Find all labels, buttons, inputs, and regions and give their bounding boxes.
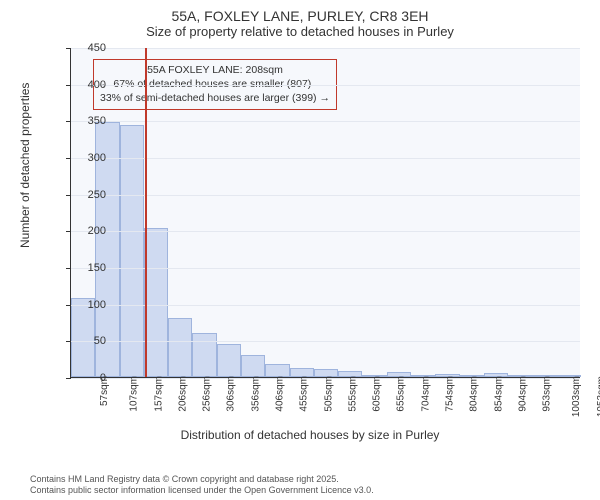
- gridline: [71, 158, 580, 159]
- x-tick-label: 555sqm: [347, 376, 358, 412]
- y-tick-label: 400: [76, 79, 106, 91]
- x-tick-label: 1003sqm: [572, 376, 583, 417]
- y-tick-mark: [66, 378, 71, 379]
- x-tick-label: 455sqm: [299, 376, 310, 412]
- plot-area: 55A FOXLEY LANE: 208sqm ← 67% of detache…: [70, 48, 580, 378]
- histogram-bar: [192, 333, 216, 377]
- y-tick-label: 150: [76, 262, 106, 274]
- y-tick-mark: [66, 158, 71, 159]
- x-tick-label: 306sqm: [226, 376, 237, 412]
- chart-footer: Contains HM Land Registry data © Crown c…: [30, 474, 374, 497]
- annotation-line3: 33% of semi-detached houses are larger (…: [100, 91, 330, 105]
- x-tick-label: 206sqm: [177, 376, 188, 412]
- gridline: [71, 48, 580, 49]
- chart-container: Number of detached properties 55A FOXLEY…: [30, 48, 590, 448]
- gridline: [71, 85, 580, 86]
- histogram-bar: [241, 355, 265, 377]
- y-tick-label: 350: [76, 115, 106, 127]
- histogram-bar: [120, 125, 144, 377]
- y-tick-mark: [66, 231, 71, 232]
- y-tick-mark: [66, 85, 71, 86]
- y-tick-label: 50: [76, 335, 106, 347]
- x-tick-label: 754sqm: [445, 376, 456, 412]
- y-tick-label: 250: [76, 189, 106, 201]
- gridline: [71, 305, 580, 306]
- y-tick-label: 300: [76, 152, 106, 164]
- y-tick-mark: [66, 305, 71, 306]
- chart-title-line2: Size of property relative to detached ho…: [0, 24, 600, 39]
- gridline: [71, 121, 580, 122]
- x-tick-label: 505sqm: [323, 376, 334, 412]
- y-tick-mark: [66, 48, 71, 49]
- x-tick-label: 356sqm: [250, 376, 261, 412]
- x-axis-label: Distribution of detached houses by size …: [30, 428, 590, 442]
- y-axis-label: Number of detached properties: [18, 83, 32, 248]
- x-tick-label: 256sqm: [202, 376, 213, 412]
- gridline: [71, 341, 580, 342]
- chart-title-line1: 55A, FOXLEY LANE, PURLEY, CR8 3EH: [0, 8, 600, 24]
- x-tick-label: 57sqm: [99, 376, 110, 406]
- chart-title-block: 55A, FOXLEY LANE, PURLEY, CR8 3EH Size o…: [0, 0, 600, 39]
- y-tick-mark: [66, 195, 71, 196]
- marker-line: [145, 48, 147, 377]
- gridline: [71, 231, 580, 232]
- x-tick-label: 953sqm: [542, 376, 553, 412]
- histogram-bar: [168, 318, 192, 377]
- x-tick-label: 1053sqm: [596, 376, 600, 417]
- y-tick-mark: [66, 341, 71, 342]
- gridline: [71, 268, 580, 269]
- footer-line2: Contains public sector information licen…: [30, 485, 374, 496]
- y-tick-label: 200: [76, 225, 106, 237]
- x-tick-label: 406sqm: [275, 376, 286, 412]
- x-tick-label: 704sqm: [420, 376, 431, 412]
- x-tick-label: 655sqm: [396, 376, 407, 412]
- gridline: [71, 195, 580, 196]
- x-tick-label: 854sqm: [493, 376, 504, 412]
- x-tick-label: 904sqm: [517, 376, 528, 412]
- y-tick-mark: [66, 268, 71, 269]
- annotation-line1: 55A FOXLEY LANE: 208sqm: [100, 63, 330, 77]
- histogram-bar: [217, 344, 241, 377]
- histogram-bar: [144, 228, 168, 377]
- y-tick-mark: [66, 121, 71, 122]
- x-tick-label: 157sqm: [153, 376, 164, 412]
- x-tick-label: 804sqm: [469, 376, 480, 412]
- y-tick-label: 100: [76, 299, 106, 311]
- y-tick-label: 450: [76, 42, 106, 54]
- footer-line1: Contains HM Land Registry data © Crown c…: [30, 474, 374, 485]
- x-tick-label: 107sqm: [129, 376, 140, 412]
- x-tick-label: 605sqm: [372, 376, 383, 412]
